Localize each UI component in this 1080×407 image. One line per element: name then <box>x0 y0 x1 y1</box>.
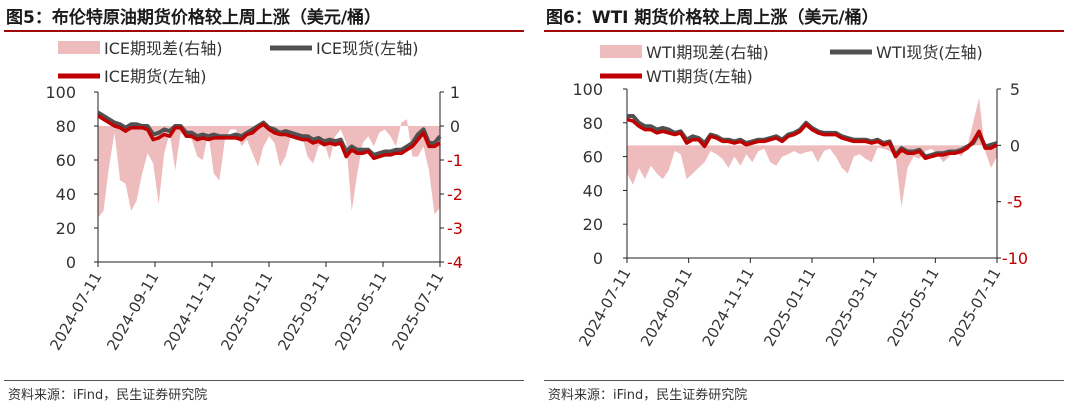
x-tick-label: 2024-11-11 <box>160 269 219 354</box>
x-tick-label: 2024-09-11 <box>637 265 696 350</box>
brent-chart: 0 20 40 60 80 100 -4 -3 -2 -1 0 1 2024-07-112024-09-… <box>45 39 463 354</box>
x-tick-label: 2025-01-11 <box>760 265 819 350</box>
x-tick-label: 2024-07-11 <box>575 265 634 350</box>
right-tick-label: -4 <box>447 253 463 272</box>
futures-line <box>626 117 998 161</box>
footer-rule <box>544 380 1064 381</box>
left-tick-label: 60 <box>56 151 76 170</box>
chart-panel-right: 图6：WTI 期货价格较上周上涨（美元/桶） 0 20 40 60 80 100 -10 -5… <box>540 0 1080 407</box>
legend-swatch-spread <box>58 41 100 54</box>
x-tick-label: 2025-05-11 <box>884 265 943 350</box>
right-tick-label: 1 <box>450 83 460 102</box>
spread-area <box>627 98 997 208</box>
title-rule <box>544 30 1064 32</box>
right-tick-label: -10 <box>1002 249 1028 268</box>
x-tick-label: 2025-03-11 <box>274 269 333 354</box>
left-tick-label: 80 <box>56 117 76 136</box>
left-tick-label: 0 <box>66 253 76 272</box>
right-tick-label: -1 <box>447 151 463 170</box>
legend-label: ICE期现差(右轴) <box>104 39 223 58</box>
legend-label: WTI期货(左轴) <box>646 67 753 86</box>
left-tick-label: 60 <box>583 148 603 167</box>
chart-panel-left: 图5：布伦特原油期货价格较上周上涨（美元/桶） 0 20 40 60 80 100 -4 -3… <box>4 8 524 403</box>
legend-label: WTI现货(左轴) <box>876 43 983 62</box>
right-tick-label: -2 <box>447 185 463 204</box>
spread-area <box>98 119 440 218</box>
futures-line <box>97 114 441 161</box>
title-rule <box>4 30 524 32</box>
x-tick-label: 2025-07-11 <box>945 265 1004 350</box>
chart-title: 图5：布伦特原油期货价格较上周上涨（美元/桶） <box>6 8 382 28</box>
left-tick-label: 40 <box>583 181 603 200</box>
legend-label: ICE现货(左轴) <box>316 39 419 58</box>
x-tick-label: 2024-11-11 <box>699 265 758 350</box>
x-tick-label: 2025-07-11 <box>388 269 447 354</box>
legend-swatch-spread <box>600 45 642 58</box>
left-tick-label: 100 <box>45 83 76 102</box>
source-note: 资料来源：iFind，民生证券研究院 <box>548 388 748 403</box>
right-tick-label: -5 <box>1007 193 1023 212</box>
source-note: 资料来源：iFind，民生证券研究院 <box>8 388 208 403</box>
legend-label: ICE期货(左轴) <box>104 67 207 86</box>
legend-label: WTI期现差(右轴) <box>646 43 769 62</box>
right-tick-label: 0 <box>1010 136 1020 155</box>
left-tick-label: 20 <box>583 215 603 234</box>
x-tick-label: 2024-09-11 <box>103 269 162 354</box>
chart-title: 图6：WTI 期货价格较上周上涨（美元/桶） <box>546 8 879 28</box>
right-tick-label: 5 <box>1010 80 1020 99</box>
left-tick-label: 40 <box>56 185 76 204</box>
left-tick-label: 0 <box>593 249 603 268</box>
x-tick-label: 2025-03-11 <box>822 265 881 350</box>
right-tick-label: 0 <box>450 117 460 136</box>
right-tick-label: -3 <box>447 219 463 238</box>
left-tick-label: 20 <box>56 219 76 238</box>
footer-rule <box>4 380 524 381</box>
left-tick-label: 80 <box>583 114 603 133</box>
x-tick-label: 2025-01-11 <box>217 269 276 354</box>
left-tick-label: 100 <box>572 80 603 99</box>
x-tick-label: 2024-07-11 <box>46 269 105 354</box>
x-tick-label: 2025-05-11 <box>331 269 390 354</box>
